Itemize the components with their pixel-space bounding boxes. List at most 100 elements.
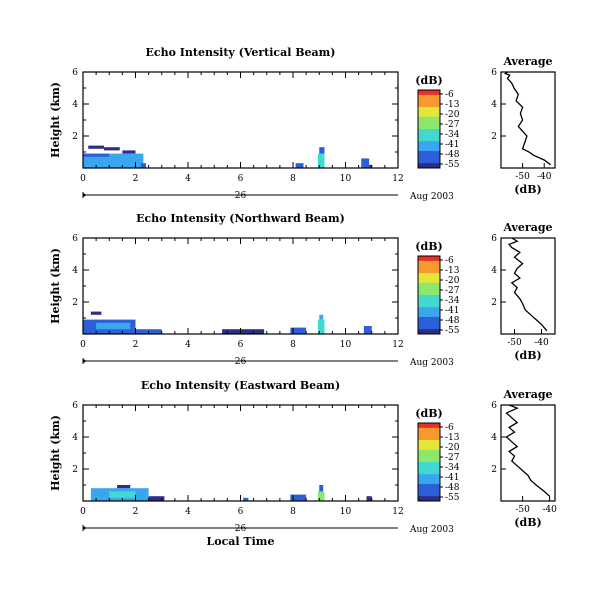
colorbar-segment: [418, 126, 440, 130]
colorbar-segment: [418, 109, 440, 113]
colorbar-segment: [418, 459, 440, 463]
date-bar-marker: [82, 526, 86, 530]
average-y-tick-label: 6: [491, 68, 497, 78]
heatmap-cell: [317, 491, 325, 501]
y-tick-label: 4: [72, 266, 78, 276]
colorbar-segment: [418, 282, 440, 286]
x-tick-label: 6: [238, 507, 244, 517]
colorbar-segment: [418, 491, 440, 495]
colorbar-segment: [418, 285, 440, 289]
colorbar-frame: [417, 89, 441, 169]
colorbar-segment: [418, 309, 440, 313]
heatmap-cell: [96, 322, 131, 330]
panel-1: Echo Intensity (Vertical Beam) 0 2 4 6 8 10 12 2…: [49, 46, 556, 202]
heatmap-cell: [222, 329, 265, 334]
average-title: Average: [502, 388, 552, 401]
colorbar-segment: [418, 129, 440, 132]
y-tick-label: 6: [72, 401, 78, 411]
colorbar-label: (dB): [415, 240, 442, 253]
colorbar-segment: [418, 148, 440, 152]
colorbar-tick-label: -55: [445, 326, 460, 336]
heatmap-cell: [290, 327, 307, 334]
colorbar-segment: [418, 314, 440, 318]
colorbar-frame: [417, 422, 441, 502]
colorbar-segment: [418, 496, 440, 500]
x-tick-label: 10: [340, 507, 352, 517]
colorbar-segment: [418, 146, 440, 149]
x-tick-label: 12: [392, 507, 403, 517]
x-tick-label: 4: [185, 340, 191, 350]
colorbar-segment: [418, 124, 440, 128]
heatmap-cell: [369, 164, 372, 168]
colorbar-segment: [418, 258, 440, 262]
colorbar-segment: [418, 316, 440, 320]
colorbar-tick-label: -41: [445, 473, 460, 483]
colorbar-segment: [418, 425, 440, 429]
month-label: Aug 2003: [409, 525, 454, 535]
month-label: Aug 2003: [409, 358, 454, 368]
colorbar-segment: [418, 297, 440, 301]
average-x-tick-label: -50: [515, 505, 530, 515]
average-x-tick-label: -40: [534, 338, 549, 348]
colorbar-segment: [418, 427, 440, 431]
colorbar-segment: [418, 268, 440, 272]
colorbar-tick-label: -13: [445, 266, 460, 276]
colorbar-tick-label: -13: [445, 433, 460, 443]
colorbar-segment: [418, 488, 440, 492]
colorbar-segment: [418, 270, 440, 274]
colorbar-segment: [418, 119, 440, 123]
colorbar-segment: [418, 163, 440, 167]
colorbar-segment: [418, 158, 440, 162]
colorbar-segment: [418, 290, 440, 294]
colorbar-tick-label: -55: [445, 493, 460, 503]
date-label: 26: [235, 357, 247, 367]
average-y-tick-label: 6: [491, 234, 497, 244]
x-tick-label: 0: [80, 507, 86, 517]
heatmap-cell: [319, 147, 325, 154]
average-x-label: (dB): [514, 349, 541, 362]
colorbar-tick-label: -6: [445, 90, 454, 100]
colorbar-segment: [418, 260, 440, 264]
colorbar-tick-label: -55: [445, 160, 460, 170]
heatmap-cell: [88, 145, 104, 149]
average-title: Average: [502, 221, 552, 234]
heatmap-cell: [319, 485, 324, 492]
colorbar-tick-label: -27: [445, 286, 460, 296]
colorbar-segment: [418, 92, 440, 96]
average-y-tick-label: 2: [491, 465, 497, 475]
colorbar-tick-label: -6: [445, 256, 454, 266]
colorbar-segment: [418, 273, 440, 276]
month-label: Aug 2003: [409, 192, 454, 202]
colorbar-tick-label: -27: [445, 453, 460, 463]
y-tick-label: 4: [72, 100, 78, 110]
heatmap-cell: [363, 326, 372, 334]
x-tick-label: 8: [290, 340, 296, 350]
colorbar-segment: [418, 469, 440, 473]
y-tick-label: 2: [72, 132, 78, 142]
colorbar-segment: [418, 324, 440, 328]
x-tick-label: 4: [185, 507, 191, 517]
average-profile-line: [503, 71, 552, 166]
colorbar-segment: [418, 329, 440, 333]
x-tick-label: 12: [392, 340, 403, 350]
heatmap-cell: [90, 311, 102, 315]
colorbar-segment: [418, 437, 440, 441]
y-axis-label: Height (km): [49, 248, 62, 324]
average-x-tick-label: -40: [537, 172, 552, 182]
colorbar-segment: [418, 280, 440, 284]
colorbar-segment: [418, 104, 440, 108]
colorbar-segment: [418, 150, 440, 154]
date-label: 26: [235, 524, 247, 534]
average-frame: [500, 404, 556, 502]
average-x-label: (dB): [514, 183, 541, 196]
x-tick-label: 12: [392, 174, 403, 184]
colorbar-segment: [418, 481, 440, 485]
panel-title: Echo Intensity (Eastward Beam): [141, 379, 340, 392]
x-tick-label: 2: [133, 507, 139, 517]
x-tick-label: 0: [80, 174, 86, 184]
y-axis-label: Height (km): [49, 82, 62, 158]
colorbar-segment: [418, 321, 440, 325]
date-label: 26: [235, 191, 247, 201]
average-profile-line: [505, 404, 551, 497]
colorbar-segment: [418, 452, 440, 456]
